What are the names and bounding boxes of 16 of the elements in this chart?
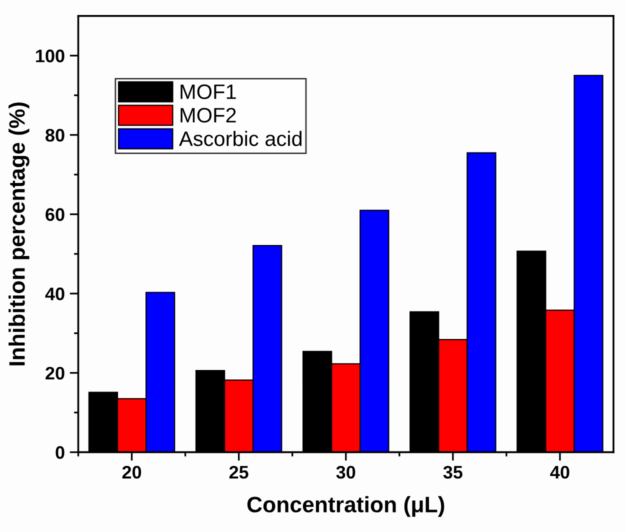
legend-label: MOF1: [180, 84, 236, 100]
y-tick-label: 100: [36, 50, 64, 62]
x-tick-label: 35: [443, 466, 462, 479]
y-tick-label: 0: [56, 446, 64, 459]
y-tick-label: 60: [46, 208, 64, 221]
y-tick-label: 80: [46, 128, 64, 142]
y-tick-label: 20: [46, 366, 64, 380]
y-tick-label: 40: [45, 288, 64, 300]
x-tick-label: 30: [336, 466, 356, 479]
legend-label: Ascorbic acid: [179, 130, 302, 146]
x-tick-label: 25: [229, 466, 248, 479]
x-axis-title: Concentration (μL): [247, 496, 444, 517]
x-tick-label: 40: [550, 466, 570, 479]
y-axis-title: Inhibition percentage (%): [8, 102, 30, 366]
x-tick-label: 20: [122, 466, 142, 479]
legend-label: MOF2: [180, 108, 236, 123]
